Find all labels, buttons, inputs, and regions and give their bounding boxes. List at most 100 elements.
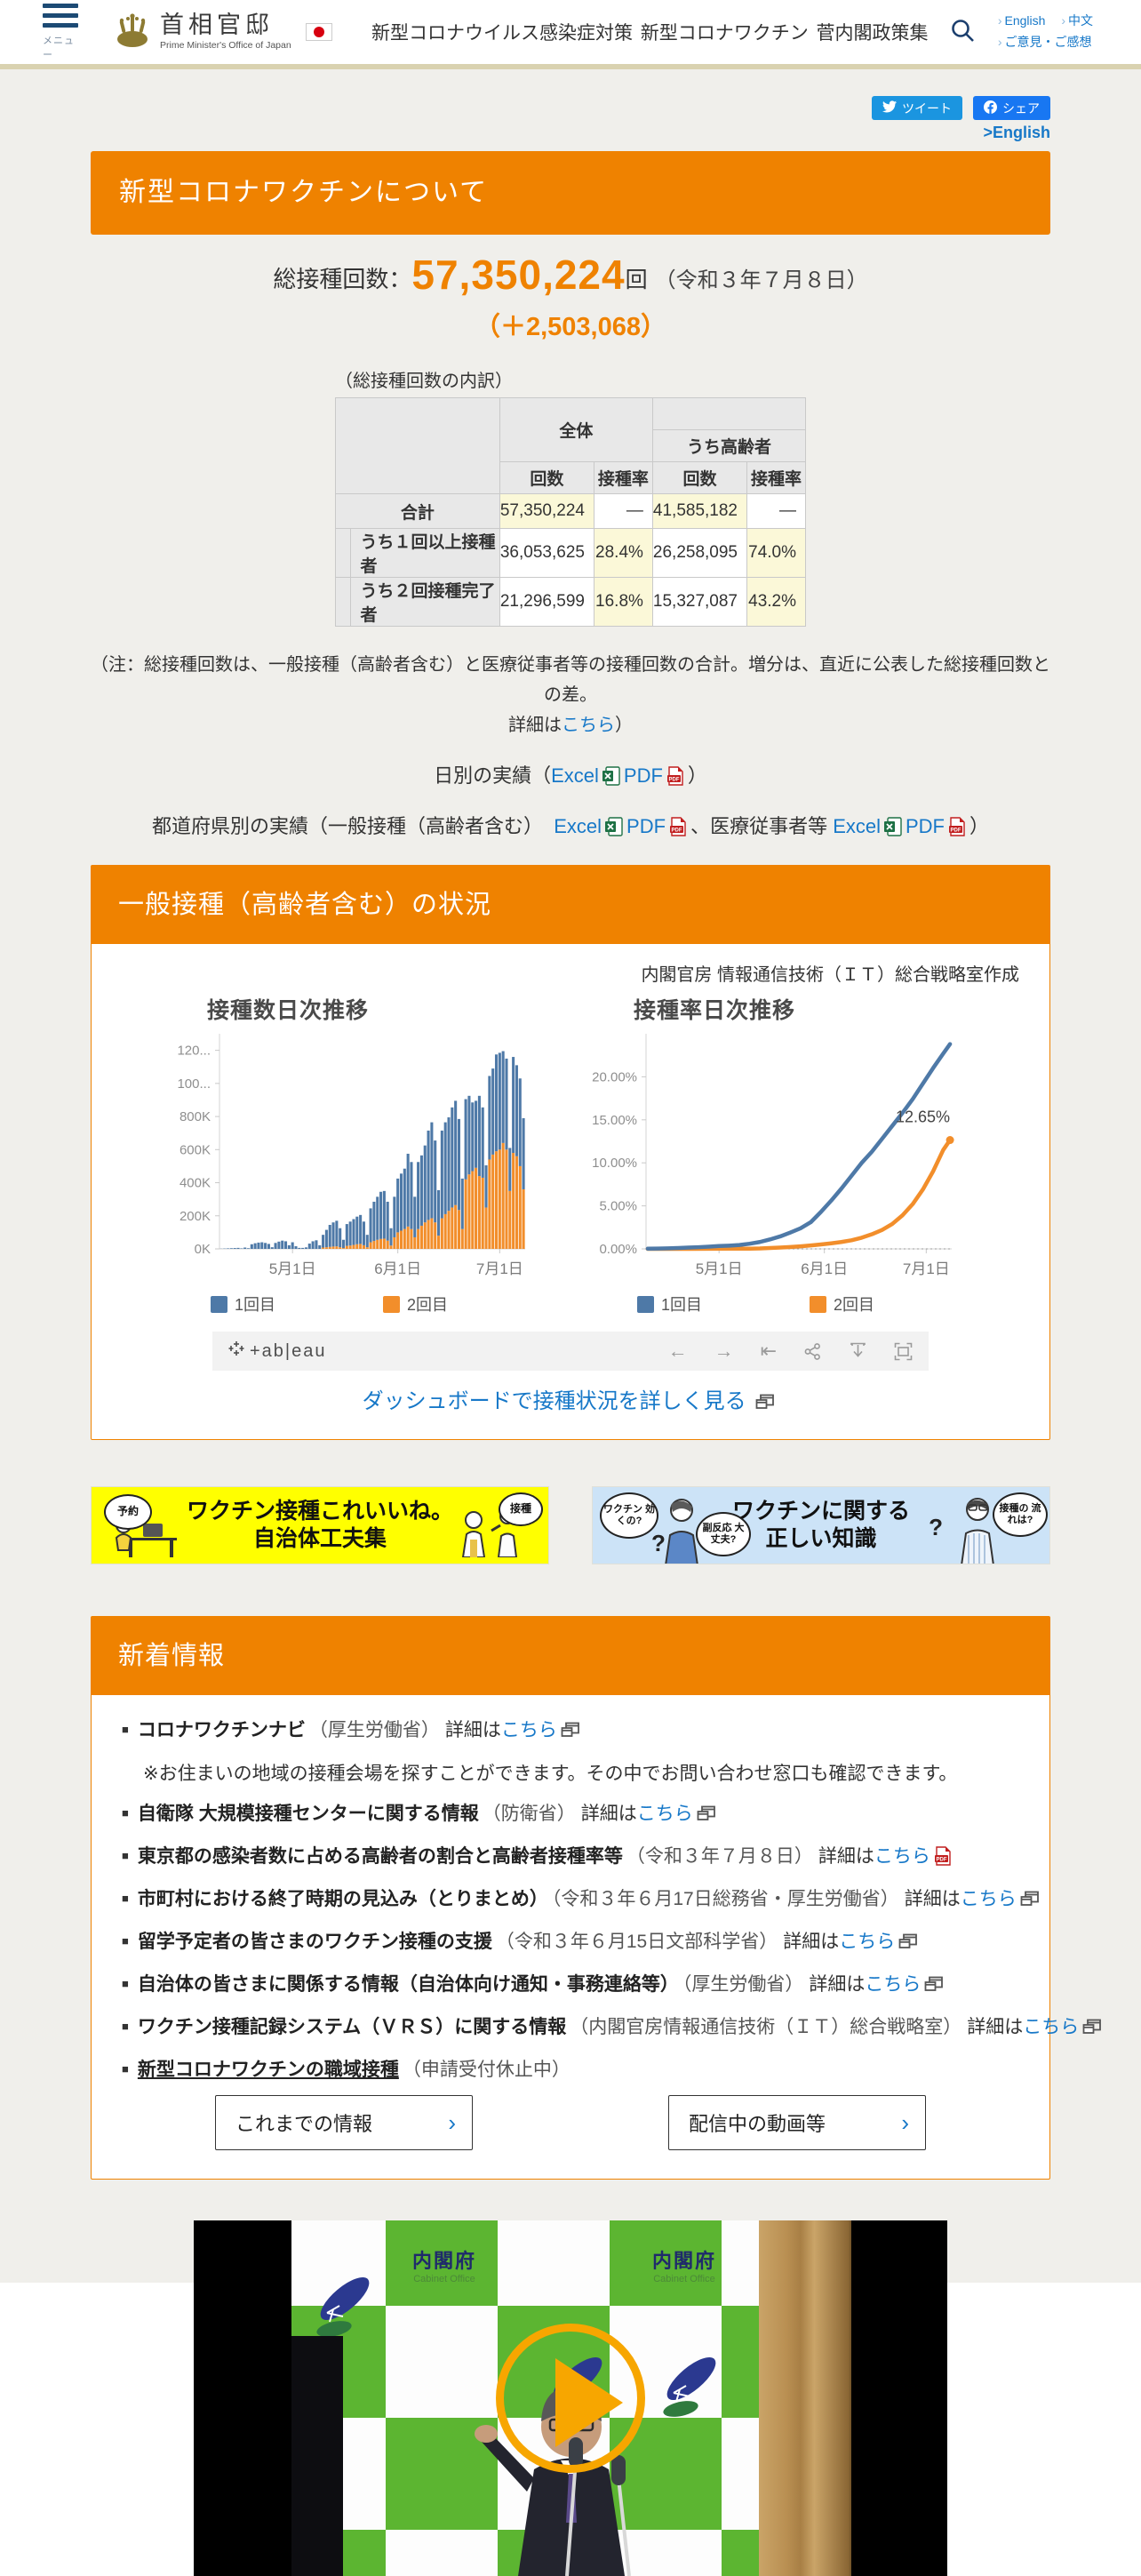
legend-label: 1回目 bbox=[235, 1292, 275, 1316]
past-info-button[interactable]: これまでの情報› bbox=[215, 2095, 473, 2150]
rate-chart-legend: 1回目 2回目 bbox=[637, 1292, 993, 1316]
news-link[interactable]: こちら bbox=[874, 1846, 930, 1867]
pref-general-pdf-link[interactable]: PDF bbox=[626, 815, 666, 837]
videos-button[interactable]: 配信中の動画等› bbox=[668, 2095, 926, 2150]
excel-icon bbox=[602, 766, 620, 791]
redo-icon[interactable]: → bbox=[714, 1340, 734, 1363]
legend-label: 1回目 bbox=[661, 1292, 702, 1316]
doses-chart-legend: 1回目 2回目 bbox=[211, 1292, 566, 1316]
total-doses-value: 57,350,224 bbox=[411, 252, 625, 298]
download-icon[interactable] bbox=[849, 1342, 867, 1361]
bubble-yoyaku: 予約 bbox=[104, 1494, 152, 1530]
pref-general-excel-link[interactable]: Excel bbox=[554, 815, 602, 837]
pref-medical-excel-link[interactable]: Excel bbox=[833, 815, 881, 837]
legend-swatch-icon bbox=[810, 1296, 826, 1313]
svg-text:10.00%: 10.00% bbox=[592, 1156, 637, 1171]
banner-jichitai-kufushu[interactable]: 予約 ワクチン接種これいいね。 自治体工夫集 接種 bbox=[91, 1486, 549, 1564]
undo-icon[interactable]: ← bbox=[668, 1340, 688, 1363]
share-label: シェア bbox=[1002, 100, 1040, 117]
breakdown-table: 全体 うち高齢者 回数 接種率 回数 接種率 合計 57,350,224 — 4… bbox=[335, 397, 806, 627]
share-icon[interactable] bbox=[803, 1342, 822, 1361]
col-rate: 接種率 bbox=[594, 462, 652, 494]
bubble-fukuhannou: 副反応 大丈夫? bbox=[696, 1512, 751, 1556]
legend-item-2回目[interactable]: 2回目 bbox=[383, 1292, 543, 1316]
pref-medical-pdf-link[interactable]: PDF bbox=[906, 815, 945, 837]
link-chinese[interactable]: 中文 bbox=[1068, 13, 1093, 28]
legend-item-2回目[interactable]: 2回目 bbox=[810, 1292, 969, 1316]
news-link[interactable]: こちら bbox=[865, 1974, 921, 1995]
legend-item-1回目[interactable]: 1回目 bbox=[637, 1292, 797, 1316]
external-window-icon bbox=[1082, 2018, 1102, 2044]
news-item-ryugaku: ■留学予定者の皆さまのワクチン接種の支援（令和３年６月15日文部科学省）詳細はこ… bbox=[122, 1928, 1019, 1959]
legend-item-1回目[interactable]: 1回目 bbox=[211, 1292, 371, 1316]
svg-text:100...: 100... bbox=[177, 1076, 211, 1092]
bubble-sesshu: 接種 bbox=[499, 1492, 543, 1526]
external-window-icon bbox=[755, 1393, 775, 1418]
legend-label: 2回目 bbox=[407, 1292, 448, 1316]
play-button[interactable] bbox=[496, 2324, 645, 2473]
news-title: 新着情報 bbox=[92, 1617, 1049, 1695]
daily-pdf-link[interactable]: PDF bbox=[624, 764, 663, 787]
japan-flag-icon bbox=[306, 23, 332, 41]
news-link[interactable]: こちら bbox=[637, 1804, 693, 1824]
row-label-second-dose: うち２回接種完了者 bbox=[351, 578, 499, 627]
external-window-icon bbox=[1020, 1890, 1040, 1916]
reset-icon[interactable]: ⇤ bbox=[761, 1340, 777, 1363]
nav-covid-measures[interactable]: 新型コロナウイルス感染症対策 bbox=[371, 19, 633, 45]
search-icon[interactable] bbox=[950, 18, 975, 47]
banner2-line1: ワクチンに関する bbox=[732, 1499, 910, 1524]
row-label-total: 合計 bbox=[336, 494, 500, 529]
menu-label: メニュー bbox=[43, 33, 78, 61]
english-page-link[interactable]: >English bbox=[983, 124, 1050, 141]
link-feedback[interactable]: ご意見・ご感想 bbox=[1005, 35, 1092, 49]
external-window-icon bbox=[898, 1932, 918, 1959]
news-link[interactable]: こちら bbox=[839, 1932, 895, 1952]
svg-text:6月1日: 6月1日 bbox=[801, 1260, 848, 1277]
news-item-shokuiki: ■新型コロナワクチンの職域接種（申請受付休止中） bbox=[122, 2056, 1019, 2084]
menu-button[interactable]: メニュー bbox=[43, 4, 78, 61]
nav-covid-vaccine[interactable]: 新型コロナワクチン bbox=[641, 19, 809, 45]
table-row-second-dose: うち２回接種完了者 21,296,599 16.8% 15,327,087 43… bbox=[336, 578, 806, 627]
play-icon bbox=[555, 2358, 623, 2447]
fullscreen-icon[interactable] bbox=[894, 1342, 913, 1361]
detail-link[interactable]: こちら bbox=[562, 716, 615, 735]
svg-text:7月1日: 7月1日 bbox=[903, 1260, 950, 1277]
breakdown-table-block: （総接種回数の内訳） 全体 うち高齢者 回数 接種率 回数 接種率 合計 57,… bbox=[335, 366, 806, 627]
news-buttons: これまでの情報› 配信中の動画等› bbox=[122, 2095, 1019, 2150]
banner1-line1: ワクチン接種これいいね。 bbox=[187, 1499, 453, 1524]
svg-text:0K: 0K bbox=[195, 1242, 211, 1257]
dashboard-link[interactable]: ダッシュボードで接種状況を詳しく見る bbox=[363, 1389, 746, 1413]
main-nav: 新型コロナウイルス感染症対策 新型コロナワクチン 菅内閣政策集 bbox=[359, 19, 941, 45]
kantei-vaccine-page: { "header": { "menu_label": "メニュー", "log… bbox=[0, 0, 1141, 2283]
page-title: 新型コロナワクチンについて bbox=[91, 151, 1050, 235]
news-item-jsdf: ■自衛隊 大規模接種センターに関する情報（防衛省）詳細はこちら bbox=[122, 1800, 1019, 1831]
daily-excel-link[interactable]: Excel bbox=[551, 764, 599, 787]
banner-tadashii-chishiki[interactable]: ワクチン 効くの? 副反応 大丈夫? ? ワクチンに関する 正しい知識 ? 接種… bbox=[592, 1486, 1050, 1564]
banner2-line2: 正しい知識 bbox=[765, 1526, 876, 1551]
link-english[interactable]: English bbox=[1005, 13, 1046, 28]
external-window-icon bbox=[924, 1975, 944, 2002]
workplace-vaccination-link[interactable]: 新型コロナワクチンの職域接種 bbox=[138, 2060, 399, 2080]
svg-text:7月1日: 7月1日 bbox=[476, 1260, 523, 1277]
svg-text:800K: 800K bbox=[180, 1109, 211, 1124]
table-row-total: 合計 57,350,224 — 41,585,182 — bbox=[336, 494, 806, 529]
news-link[interactable]: こちら bbox=[1023, 2017, 1079, 2037]
news-link[interactable]: こちら bbox=[961, 1889, 1017, 1909]
total-doses-unit: 回 bbox=[626, 268, 648, 292]
chevron-right-icon: › bbox=[901, 2109, 909, 2137]
kantei-logo[interactable]: 首相官邸 Prime Minister's Office of Japan bbox=[114, 12, 332, 52]
nav-cabinet-policy[interactable]: 菅内閣政策集 bbox=[816, 19, 928, 45]
tweet-button[interactable]: ツイート bbox=[872, 96, 962, 120]
svg-text:15.00%: 15.00% bbox=[592, 1113, 637, 1128]
svg-text:PDF: PDF bbox=[936, 1857, 946, 1862]
video-player[interactable]: 内閣府 Cabinet Office 内閣府 Cabinet Office bbox=[194, 2220, 947, 2576]
svg-text:12.65%: 12.65% bbox=[896, 1108, 950, 1126]
news-link[interactable]: こちら bbox=[501, 1720, 557, 1740]
facebook-share-button[interactable]: シェア bbox=[973, 96, 1050, 120]
facebook-icon bbox=[984, 100, 997, 116]
banner1-line2: 自治体工夫集 bbox=[253, 1526, 387, 1551]
